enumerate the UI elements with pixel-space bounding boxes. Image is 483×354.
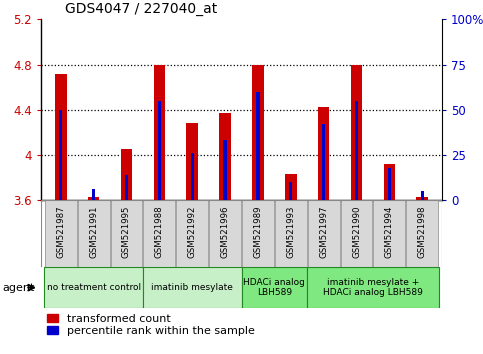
Bar — [421, 191, 424, 200]
Bar — [45, 200, 77, 267]
Bar — [384, 164, 395, 200]
Text: GSM521990: GSM521990 — [352, 205, 361, 258]
Text: imatinib mesylate: imatinib mesylate — [151, 283, 233, 292]
Bar — [121, 149, 132, 200]
Bar — [289, 182, 292, 200]
Bar — [242, 267, 307, 308]
Bar — [88, 196, 99, 200]
Bar — [355, 101, 358, 200]
Bar — [318, 108, 329, 200]
Bar — [275, 200, 307, 267]
Bar — [224, 141, 227, 200]
Bar — [176, 200, 208, 267]
Text: imatinib mesylate +
HDACi analog LBH589: imatinib mesylate + HDACi analog LBH589 — [323, 278, 423, 297]
Bar — [143, 200, 175, 267]
Bar — [209, 200, 241, 267]
Text: GSM521998: GSM521998 — [418, 205, 426, 258]
Bar — [406, 200, 438, 267]
Bar — [416, 196, 428, 200]
Text: GSM521993: GSM521993 — [286, 205, 295, 258]
Bar — [92, 189, 95, 200]
Text: GSM521989: GSM521989 — [254, 205, 262, 258]
Bar — [154, 65, 165, 200]
Text: GDS4047 / 227040_at: GDS4047 / 227040_at — [65, 2, 217, 16]
Text: GSM521996: GSM521996 — [221, 205, 229, 258]
Bar — [388, 167, 391, 200]
Bar — [341, 200, 372, 267]
Bar — [322, 124, 325, 200]
Text: GSM521995: GSM521995 — [122, 205, 131, 258]
Bar — [307, 267, 439, 308]
Bar — [59, 110, 62, 200]
Bar — [78, 200, 110, 267]
Bar — [242, 200, 274, 267]
Text: agent: agent — [2, 282, 35, 293]
Bar — [191, 153, 194, 200]
Text: GSM521992: GSM521992 — [188, 205, 197, 258]
Bar — [44, 267, 143, 308]
Bar — [308, 200, 340, 267]
Bar — [186, 123, 198, 200]
Bar — [158, 101, 161, 200]
Bar — [125, 175, 128, 200]
Bar — [373, 200, 405, 267]
Text: GSM521994: GSM521994 — [385, 205, 394, 258]
Text: GSM521987: GSM521987 — [57, 205, 65, 258]
Legend: transformed count, percentile rank within the sample: transformed count, percentile rank withi… — [47, 314, 255, 336]
Bar — [256, 92, 259, 200]
Text: GSM521988: GSM521988 — [155, 205, 164, 258]
Text: HDACi analog
LBH589: HDACi analog LBH589 — [243, 278, 305, 297]
Bar — [351, 65, 362, 200]
Text: GSM521991: GSM521991 — [89, 205, 98, 258]
Text: GSM521997: GSM521997 — [319, 205, 328, 258]
Bar — [143, 267, 242, 308]
Bar — [219, 113, 231, 200]
Text: no treatment control: no treatment control — [46, 283, 141, 292]
Bar — [285, 174, 297, 200]
Bar — [55, 74, 67, 200]
Bar — [111, 200, 142, 267]
Bar — [252, 65, 264, 200]
